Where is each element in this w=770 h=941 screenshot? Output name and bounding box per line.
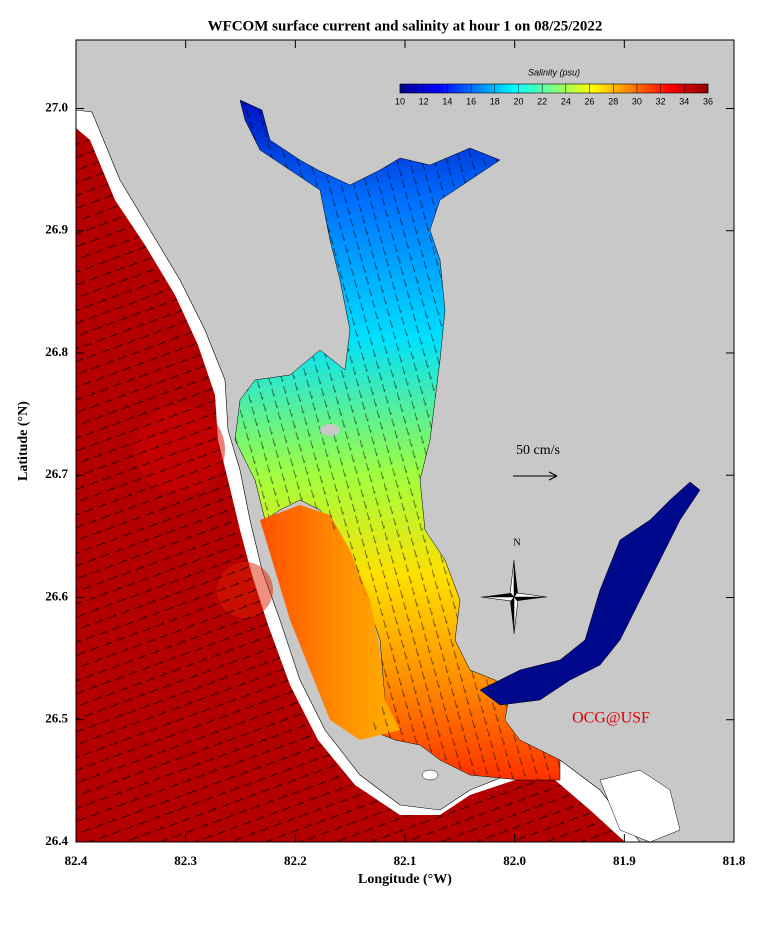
colorbar-tick-label: 16: [466, 96, 476, 106]
scale-label: 50 cm/s: [516, 443, 560, 458]
chart-title: WFCOM surface current and salinity at ho…: [208, 18, 603, 34]
y-axis-label: Latitude (°N): [16, 401, 31, 481]
credit: OCG@USF: [572, 710, 650, 727]
x-tick-label: 82.2: [284, 853, 307, 868]
colorbar-tick-label: 20: [513, 96, 523, 106]
y-tick-label: 26.5: [45, 711, 68, 726]
colorbar-tick-label: 12: [419, 96, 429, 106]
caloosahatchee-river: [479, 481, 701, 706]
y-tick-label: 26.9: [45, 222, 68, 237]
x-tick-label: 82.0: [503, 853, 526, 868]
colorbar-tick-label: 28: [608, 96, 618, 106]
colorbar-tick-label: 36: [703, 96, 713, 106]
y-tick-label: 26.7: [45, 466, 68, 481]
colorbar-tick-label: 30: [632, 96, 642, 106]
colorbar-tick-label: 10: [395, 96, 405, 106]
north-label: N: [513, 537, 520, 548]
y-tick-label: 26.4: [45, 833, 68, 848]
colorbar-tick-label: 24: [561, 96, 571, 106]
island: [320, 424, 340, 436]
colorbar: 10 12 14 16 18 20 22 24 26 28 30 32 34 36: [395, 83, 713, 106]
y-tick-label: 26.6: [45, 588, 68, 603]
colorbar-tick-label: 34: [679, 96, 689, 106]
x-axis-label: Longitude (°W): [358, 872, 452, 887]
island: [421, 769, 439, 781]
colorbar-tick-label: 22: [537, 96, 547, 106]
pine-island-sound: [260, 505, 400, 740]
coast-islands: [599, 769, 681, 842]
colorbar-tick-label: 18: [490, 96, 500, 106]
x-tick-label: 82.1: [394, 853, 417, 868]
colorbar-scale: [399, 83, 709, 94]
y-tick-label: 27.0: [45, 99, 68, 114]
x-tick-label: 81.8: [723, 853, 746, 868]
colorbar-label: Salinity (psu): [528, 67, 580, 77]
colorbar-tick-label: 14: [442, 96, 452, 106]
y-tick-label: 26.8: [45, 344, 68, 359]
scale-arrow-head: [548, 471, 558, 481]
colorbar-tick-label: 32: [656, 96, 666, 106]
colorbar-tick-label: 26: [585, 96, 595, 106]
map-layers: [76, 40, 734, 842]
x-tick-label: 82.3: [174, 853, 197, 868]
compass: [480, 559, 548, 635]
x-tick-label: 81.9: [613, 853, 636, 868]
estuary-vectors: [235, 100, 560, 780]
current-vectors: [76, 128, 625, 842]
x-tick-label: 82.4: [65, 853, 88, 868]
